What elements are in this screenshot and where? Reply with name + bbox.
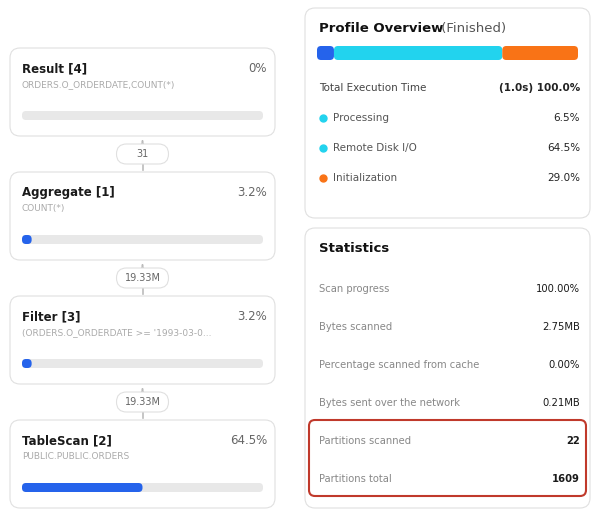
Text: 2.75MB: 2.75MB — [542, 322, 580, 332]
Text: ORDERS.O_ORDERDATE,COUNT(*): ORDERS.O_ORDERDATE,COUNT(*) — [22, 80, 175, 89]
Text: PUBLIC.PUBLIC.ORDERS: PUBLIC.PUBLIC.ORDERS — [22, 452, 129, 461]
FancyBboxPatch shape — [317, 46, 334, 60]
Text: (ORDERS.O_ORDERDATE >= '1993-03-0...: (ORDERS.O_ORDERDATE >= '1993-03-0... — [22, 328, 212, 337]
Text: Partitions scanned: Partitions scanned — [319, 436, 411, 446]
Text: Profile Overview: Profile Overview — [319, 22, 443, 35]
Text: 64.5%: 64.5% — [547, 143, 580, 153]
FancyBboxPatch shape — [22, 111, 263, 120]
FancyBboxPatch shape — [502, 46, 578, 60]
FancyBboxPatch shape — [334, 46, 502, 60]
FancyBboxPatch shape — [116, 144, 169, 164]
Text: 100.00%: 100.00% — [536, 284, 580, 294]
Text: Scan progress: Scan progress — [319, 284, 389, 294]
FancyBboxPatch shape — [116, 268, 169, 288]
FancyBboxPatch shape — [22, 359, 263, 368]
Text: 22: 22 — [566, 436, 580, 446]
Text: Initialization: Initialization — [333, 173, 397, 183]
FancyBboxPatch shape — [22, 359, 32, 368]
Text: 3.2%: 3.2% — [237, 310, 267, 323]
FancyBboxPatch shape — [10, 172, 275, 260]
FancyBboxPatch shape — [10, 296, 275, 384]
Text: (1.0s) 100.0%: (1.0s) 100.0% — [499, 83, 580, 93]
FancyBboxPatch shape — [305, 8, 590, 218]
Text: Partitions total: Partitions total — [319, 474, 392, 484]
FancyBboxPatch shape — [22, 235, 32, 244]
FancyBboxPatch shape — [309, 420, 586, 496]
Text: 29.0%: 29.0% — [547, 173, 580, 183]
Text: Filter [3]: Filter [3] — [22, 310, 80, 323]
Text: 19.33M: 19.33M — [125, 273, 161, 283]
Text: Percentage scanned from cache: Percentage scanned from cache — [319, 360, 479, 370]
Text: 0.21MB: 0.21MB — [542, 398, 580, 408]
FancyBboxPatch shape — [10, 48, 275, 136]
FancyBboxPatch shape — [305, 228, 590, 508]
Text: 3.2%: 3.2% — [237, 186, 267, 199]
Text: Processing: Processing — [333, 113, 389, 123]
Text: (Finished): (Finished) — [437, 22, 506, 35]
Text: 0.00%: 0.00% — [548, 360, 580, 370]
Text: COUNT(*): COUNT(*) — [22, 204, 65, 213]
Text: Bytes scanned: Bytes scanned — [319, 322, 392, 332]
Text: 1609: 1609 — [552, 474, 580, 484]
FancyBboxPatch shape — [116, 392, 169, 412]
Text: 64.5%: 64.5% — [230, 434, 267, 447]
Text: 31: 31 — [136, 149, 149, 159]
Text: Result [4]: Result [4] — [22, 62, 87, 75]
Text: 0%: 0% — [248, 62, 267, 75]
Text: Total Execution Time: Total Execution Time — [319, 83, 427, 93]
FancyBboxPatch shape — [22, 235, 263, 244]
Text: TableScan [2]: TableScan [2] — [22, 434, 112, 447]
Text: Aggregate [1]: Aggregate [1] — [22, 186, 115, 199]
FancyBboxPatch shape — [22, 483, 263, 492]
Text: 19.33M: 19.33M — [125, 397, 161, 407]
Text: Statistics: Statistics — [319, 242, 389, 255]
Text: Remote Disk I/O: Remote Disk I/O — [333, 143, 417, 153]
FancyBboxPatch shape — [22, 483, 143, 492]
FancyBboxPatch shape — [10, 420, 275, 508]
Text: 6.5%: 6.5% — [554, 113, 580, 123]
Text: Bytes sent over the network: Bytes sent over the network — [319, 398, 460, 408]
